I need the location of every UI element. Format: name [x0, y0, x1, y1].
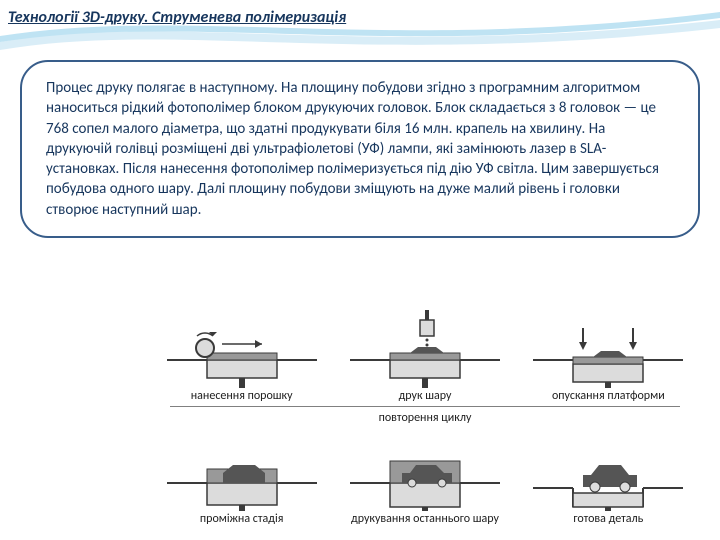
caption-spread: нанесення порошку: [191, 390, 293, 404]
page-title: Технології 3D-друку. Струменева полімери…: [8, 8, 346, 27]
caption-cycle: повторення циклу: [160, 411, 690, 425]
print-layer-icon: [350, 310, 500, 388]
caption-print: друк шару: [399, 390, 452, 404]
final-layer-icon: [350, 433, 500, 511]
stage-final-layer: друкування останнього шару: [343, 433, 506, 527]
body-bubble: Процес друку полягає в наступному. На пл…: [20, 60, 700, 238]
caption-finished: готова деталь: [573, 513, 643, 527]
intermediate-icon: [167, 433, 317, 511]
body-text: Процес друку полягає в наступному. На пл…: [46, 79, 659, 219]
lower-platform-icon: [533, 310, 683, 388]
caption-lower: опускання платформи: [552, 390, 665, 404]
diagram-divider: [170, 406, 680, 407]
stage-print-layer: друк шару: [343, 310, 506, 404]
stage-intermediate: проміжна стадія: [160, 433, 323, 527]
diagram-row-bottom: проміжна стадія друкування останнього ша…: [160, 433, 690, 527]
diagram-row-top: нанесення порошку: [160, 310, 690, 404]
process-diagram: нанесення порошку: [160, 310, 690, 527]
stage-finished-part: готова деталь: [527, 433, 690, 527]
stage-spread-powder: нанесення порошку: [160, 310, 323, 404]
caption-intermediate: проміжна стадія: [200, 513, 284, 527]
spread-powder-icon: [167, 310, 317, 388]
caption-final-layer: друкування останнього шару: [351, 513, 499, 527]
stage-lower-platform: опускання платформи: [527, 310, 690, 404]
finished-part-icon: [533, 433, 683, 511]
